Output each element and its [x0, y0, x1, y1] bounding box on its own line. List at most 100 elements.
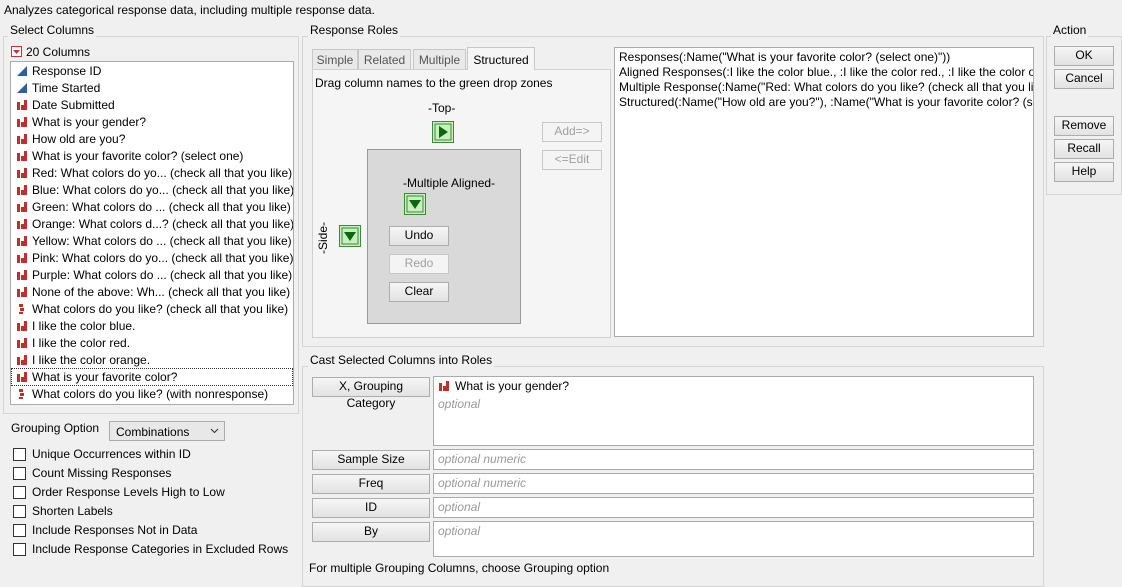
column-item[interactable]: Date Submitted	[12, 97, 292, 113]
placeholder: optional	[438, 500, 481, 514]
action-button[interactable]: Help	[1054, 162, 1114, 182]
column-item[interactable]: I like the color red.	[12, 335, 292, 351]
column-name: What colors do you like? (check all that…	[32, 302, 289, 316]
add-button: Add=>	[542, 122, 602, 142]
type-icon-nominal	[16, 116, 28, 131]
column-item[interactable]: What is your gender?	[12, 114, 292, 130]
option-label: Count Missing Responses	[32, 466, 172, 480]
placeholder: optional numeric	[438, 452, 527, 466]
column-name: Date Submitted	[32, 98, 115, 112]
tab[interactable]: Related	[358, 49, 411, 69]
role-button[interactable]: Sample Size	[312, 450, 430, 470]
checkbox[interactable]	[13, 543, 26, 556]
role-box[interactable]: optional	[433, 497, 1034, 518]
top-drop-zone[interactable]	[432, 121, 454, 143]
column-item[interactable]: Purple: What colors do ... (check all th…	[12, 267, 292, 283]
type-icon-nominal	[16, 337, 28, 352]
column-item[interactable]: Yellow: What colors do ... (check all th…	[12, 233, 292, 249]
column-name: How old are you?	[32, 132, 126, 146]
type-icon-nominal	[16, 218, 28, 233]
column-name: Red: What colors do yo... (check all tha…	[32, 166, 293, 180]
checkbox[interactable]	[13, 486, 26, 499]
placeholder: optional numeric	[438, 476, 527, 490]
role-box[interactable]: What is your gender? optional	[433, 376, 1034, 446]
option-label: Include Responses Not in Data	[32, 523, 198, 537]
script-line: Aligned Responses(:I like the color blue…	[619, 65, 1034, 79]
tab[interactable]: Structured	[467, 47, 535, 70]
type-icon-nominal	[16, 167, 28, 182]
column-item[interactable]: I like the color blue.	[12, 318, 292, 334]
column-name: What is your gender?	[32, 115, 147, 129]
role-box[interactable]: optional numeric	[433, 449, 1034, 470]
column-item[interactable]: Green: What colors do ... (check all tha…	[12, 199, 292, 215]
script-line: Responses(:Name("What is your favorite c…	[619, 50, 951, 64]
role-button[interactable]: By	[312, 522, 430, 542]
top-label: -Top-	[428, 101, 456, 115]
type-icon-continuous	[16, 65, 28, 80]
type-icon-nominal	[16, 269, 28, 284]
role-button[interactable]: ID	[312, 498, 430, 518]
column-item[interactable]: None of the above: Wh... (check all that…	[12, 284, 292, 300]
collapse-icon[interactable]	[11, 46, 23, 58]
column-item[interactable]: Response ID	[12, 63, 292, 79]
type-icon-continuous	[16, 82, 28, 97]
type-icon-nominal	[16, 320, 28, 335]
action-button[interactable]: Cancel	[1054, 69, 1114, 89]
type-icon-nominal	[16, 235, 28, 250]
column-name: I like the color orange.	[32, 353, 151, 367]
clear-button[interactable]: Clear	[389, 282, 449, 302]
group-title: Response Roles	[308, 23, 401, 37]
column-name: Orange: What colors d...? (check all tha…	[32, 217, 294, 231]
column-item[interactable]: Blue: What colors do yo... (check all th…	[12, 182, 294, 199]
action-button[interactable]: Recall	[1054, 139, 1114, 159]
tab[interactable]: Multiple	[413, 49, 466, 69]
action-button[interactable]: Remove	[1054, 116, 1114, 136]
type-icon-nominal	[16, 201, 28, 216]
type-icon-nominal	[16, 354, 28, 369]
column-name: Purple: What colors do ... (check all th…	[32, 268, 293, 282]
placeholder: optional	[438, 524, 481, 538]
script-line: Structured(:Name("How old are you?"), :N…	[619, 95, 1034, 109]
type-icon-nominal	[16, 150, 28, 165]
instruction: Drag column names to the green drop zone…	[315, 76, 553, 90]
column-item[interactable]: How old are you?	[12, 131, 292, 147]
column-item[interactable]: What is your favorite color?	[11, 368, 293, 386]
role-button[interactable]: Freq	[312, 474, 430, 494]
group-title: Cast Selected Columns into Roles	[308, 353, 495, 367]
checkbox[interactable]	[13, 505, 26, 518]
column-item[interactable]: What colors do you like? (with nonrespon…	[12, 386, 292, 402]
column-name: Yellow: What colors do ... (check all th…	[32, 234, 292, 248]
role-box[interactable]: optional numeric	[433, 473, 1034, 494]
type-icon-multiple	[16, 388, 28, 403]
column-item[interactable]: Orange: What colors d...? (check all tha…	[12, 216, 294, 233]
type-icon-nominal	[16, 184, 28, 199]
action-button[interactable]: OK	[1054, 46, 1114, 66]
tab[interactable]: Simple	[312, 49, 358, 69]
aligned-drop-zone[interactable]	[404, 193, 426, 215]
grouping-select[interactable]: Combinations	[109, 421, 225, 441]
checkbox[interactable]	[13, 524, 26, 537]
side-drop-zone[interactable]	[339, 225, 361, 247]
column-name: What colors do you like? (with nonrespon…	[32, 387, 269, 401]
checkbox[interactable]	[13, 467, 26, 480]
select-columns-group	[3, 36, 299, 414]
role-box[interactable]: optional	[433, 521, 1034, 557]
column-item[interactable]: What is your favorite color? (select one…	[12, 148, 292, 164]
type-icon-nominal	[16, 99, 28, 114]
column-item[interactable]: Pink: What colors do yo... (check all th…	[12, 250, 294, 266]
type-icon-multiple	[16, 303, 28, 318]
multiple-aligned-label: -Multiple Aligned-	[403, 176, 496, 190]
column-item[interactable]: Red: What colors do yo... (check all tha…	[12, 165, 292, 181]
column-name: Green: What colors do ... (check all tha…	[32, 200, 291, 214]
role-button[interactable]: X, Grouping Category	[312, 377, 430, 410]
column-list: Response ID Time Started Date Submitted Wha…	[10, 61, 294, 405]
column-item[interactable]: Time Started	[12, 80, 292, 96]
column-item[interactable]: What colors do you like? (check all that…	[12, 301, 292, 317]
group-title: Select Columns	[8, 23, 97, 37]
column-item[interactable]: I like the color orange.	[12, 352, 292, 368]
undo-button[interactable]: Undo	[389, 226, 449, 246]
column-name: Time Started	[32, 81, 101, 95]
column-name: Blue: What colors do yo... (check all th…	[32, 183, 294, 197]
column-name: Pink: What colors do yo... (check all th…	[32, 251, 294, 265]
checkbox[interactable]	[13, 448, 26, 461]
